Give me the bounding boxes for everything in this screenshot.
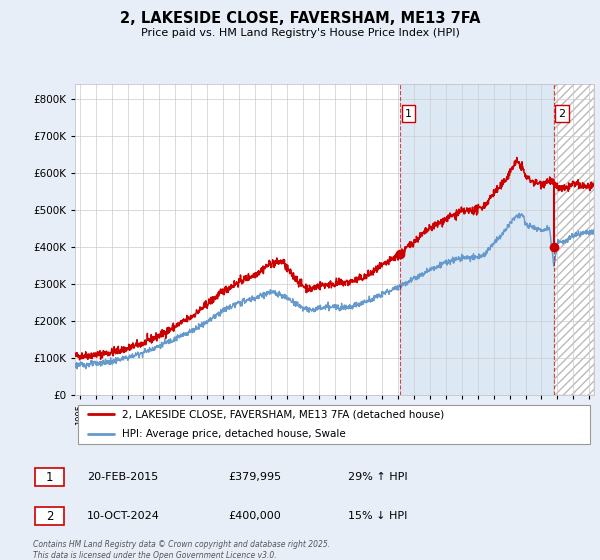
FancyBboxPatch shape bbox=[35, 468, 64, 486]
Text: 15% ↓ HPI: 15% ↓ HPI bbox=[348, 511, 407, 521]
Text: 1: 1 bbox=[46, 470, 53, 484]
Text: 2, LAKESIDE CLOSE, FAVERSHAM, ME13 7FA (detached house): 2, LAKESIDE CLOSE, FAVERSHAM, ME13 7FA (… bbox=[122, 409, 444, 419]
FancyBboxPatch shape bbox=[77, 405, 590, 444]
Text: Contains HM Land Registry data © Crown copyright and database right 2025.
This d: Contains HM Land Registry data © Crown c… bbox=[33, 540, 330, 560]
Text: 29% ↑ HPI: 29% ↑ HPI bbox=[348, 472, 407, 482]
Text: 10-OCT-2024: 10-OCT-2024 bbox=[87, 511, 160, 521]
Text: 2: 2 bbox=[558, 109, 565, 119]
Bar bbox=[400, 84, 554, 395]
FancyBboxPatch shape bbox=[35, 507, 64, 525]
Text: HPI: Average price, detached house, Swale: HPI: Average price, detached house, Swal… bbox=[122, 430, 346, 439]
Text: 2: 2 bbox=[46, 510, 53, 523]
Text: £400,000: £400,000 bbox=[228, 511, 281, 521]
Text: 1: 1 bbox=[405, 109, 412, 119]
Text: Price paid vs. HM Land Registry's House Price Index (HPI): Price paid vs. HM Land Registry's House … bbox=[140, 28, 460, 38]
Text: 2, LAKESIDE CLOSE, FAVERSHAM, ME13 7FA: 2, LAKESIDE CLOSE, FAVERSHAM, ME13 7FA bbox=[120, 11, 480, 26]
Text: 20-FEB-2015: 20-FEB-2015 bbox=[87, 472, 158, 482]
Text: £379,995: £379,995 bbox=[228, 472, 281, 482]
